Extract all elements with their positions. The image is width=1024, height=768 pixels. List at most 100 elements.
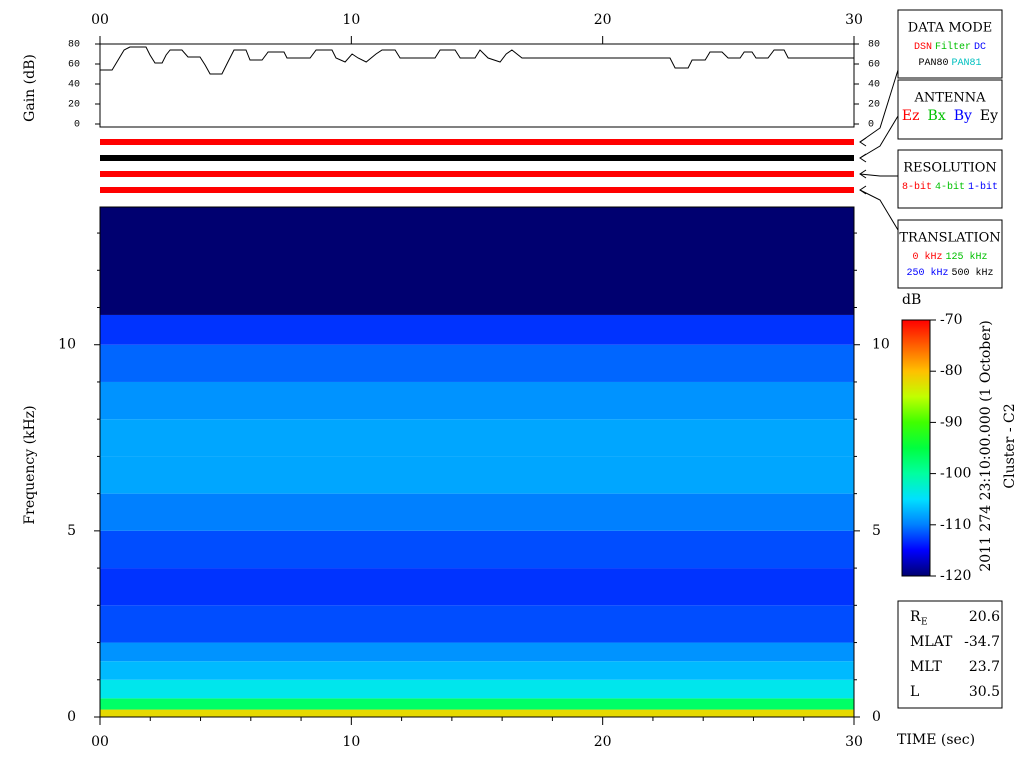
status-item: 125 kHz [946, 251, 988, 263]
y-tick-label: 0 [74, 120, 80, 131]
status-box [897, 219, 1003, 289]
y-tick-label-right: 0 [868, 120, 874, 131]
connector [859, 115, 899, 159]
gain-line [100, 46, 854, 75]
arrow-head [859, 137, 867, 147]
x-tick-label: 20 [594, 12, 612, 28]
status-item: Ez [902, 108, 920, 124]
spectrogram-band [100, 207, 854, 315]
y-tick-label-right: 10 [872, 337, 890, 353]
status-title: RESOLUTION [903, 161, 997, 176]
status-row: 8-bit 4-bit 1-bit [902, 181, 998, 193]
y-tick-label: 40 [68, 80, 80, 91]
spectrogram-band [100, 456, 854, 494]
spectrogram-band [100, 661, 854, 680]
status-title: TRANSLATION [899, 231, 1000, 246]
status-item: 0 kHz [912, 251, 942, 263]
status-item: PAN80 [918, 58, 948, 69]
x-tick-label: 30 [845, 734, 863, 750]
status-box [897, 9, 1003, 79]
spectrogram-band [100, 698, 854, 710]
y-tick-label-right: 40 [868, 80, 880, 91]
status-item: By [954, 108, 972, 124]
colorbar-tick-label: -90 [940, 414, 963, 430]
orbit-value: 20.6 [969, 609, 1000, 625]
connector [859, 69, 899, 143]
spectrogram-band [100, 381, 854, 420]
orbit-box [897, 600, 1003, 709]
y-tick-label-right: 0 [872, 709, 881, 725]
status-item: 1-bit [968, 181, 998, 193]
status-row: 0 kHz 125 kHz [912, 251, 987, 263]
arrow-head [859, 169, 867, 179]
orbit-value: -34.7 [964, 634, 1000, 650]
x-tick-label: 00 [91, 734, 109, 750]
spectrogram-band [100, 709, 854, 717]
status-bar [100, 187, 854, 193]
status-item: Ey [980, 108, 998, 124]
connector [859, 173, 898, 177]
colorbar-tick-label: -120 [940, 568, 971, 584]
arrow-head [859, 153, 867, 163]
spectrogram-band [100, 642, 854, 662]
spectrogram-band [100, 493, 854, 531]
spectrogram-band [100, 314, 854, 345]
status-item: DC [974, 42, 986, 53]
arrow-head [859, 185, 867, 195]
status-box [897, 149, 1003, 209]
orbit-label: L [910, 684, 919, 700]
gain-frame [99, 43, 855, 128]
spectrogram-frame [99, 206, 855, 718]
y-tick-label: 80 [68, 40, 80, 51]
status-item: DSN [914, 42, 932, 53]
status-bar [100, 171, 854, 177]
colorbar-label: dB [902, 292, 921, 308]
x-tick-label: 20 [594, 734, 612, 750]
y-tick-label: 5 [67, 523, 76, 539]
x-tick-label: 00 [91, 12, 109, 28]
x-axis-title: TIME (sec) [897, 732, 975, 748]
orbit-label: MLAT [910, 634, 953, 650]
spectrogram-band [100, 344, 854, 382]
orbit-label: R [910, 609, 921, 625]
orbit-label: MLT [910, 659, 942, 675]
colorbar-tick-label: -70 [940, 312, 963, 328]
y-tick-label-right: 60 [868, 60, 880, 71]
connector [859, 189, 899, 231]
y-axis-title: Frequency (kHz) [22, 405, 38, 524]
spectrogram-band [100, 568, 854, 606]
status-item: 500 kHz [952, 267, 994, 279]
orbit-label-sub: E [921, 618, 928, 628]
orbit-value: 23.7 [969, 659, 1000, 675]
y-tick-label-right: 5 [872, 523, 881, 539]
colorbar-tick-label: -100 [940, 466, 971, 482]
y-tick-label-right: 80 [868, 40, 880, 51]
status-box [897, 79, 1003, 140]
spectrogram-band [100, 530, 854, 569]
colorbar-tick-label: -110 [940, 517, 971, 533]
x-tick-label: 10 [342, 734, 360, 750]
status-item: 4-bit [935, 181, 965, 193]
gain-axis-title: Gain (dB) [22, 54, 38, 122]
y-tick-label-right: 20 [868, 100, 880, 111]
spectrogram-band [100, 419, 854, 457]
y-tick-label: 60 [68, 60, 80, 71]
status-item: Bx [928, 108, 946, 124]
status-item: Filter [935, 41, 971, 53]
status-bar [100, 155, 854, 161]
x-tick-label: 30 [845, 12, 863, 28]
status-title: ANTENNA [913, 91, 986, 106]
status-title: DATA MODE [908, 21, 992, 36]
status-row: 250 kHz 500 kHz [906, 267, 993, 279]
status-item: 250 kHz [906, 267, 948, 279]
colorbar-tick-label: -80 [940, 363, 963, 379]
status-item: PAN81 [952, 58, 982, 69]
spectrogram-band [100, 605, 854, 643]
status-row: Ez Bx By Ey [902, 108, 998, 124]
spacecraft: Cluster - C2 [1002, 403, 1018, 488]
orbit-value: 30.5 [969, 684, 1000, 700]
timestamp: 2011 274 23:10:00.000 (1 October) [978, 320, 994, 571]
x-tick-label: 10 [342, 12, 360, 28]
spectrogram-band [100, 679, 854, 699]
status-row: DSN Filter DC [914, 41, 986, 53]
